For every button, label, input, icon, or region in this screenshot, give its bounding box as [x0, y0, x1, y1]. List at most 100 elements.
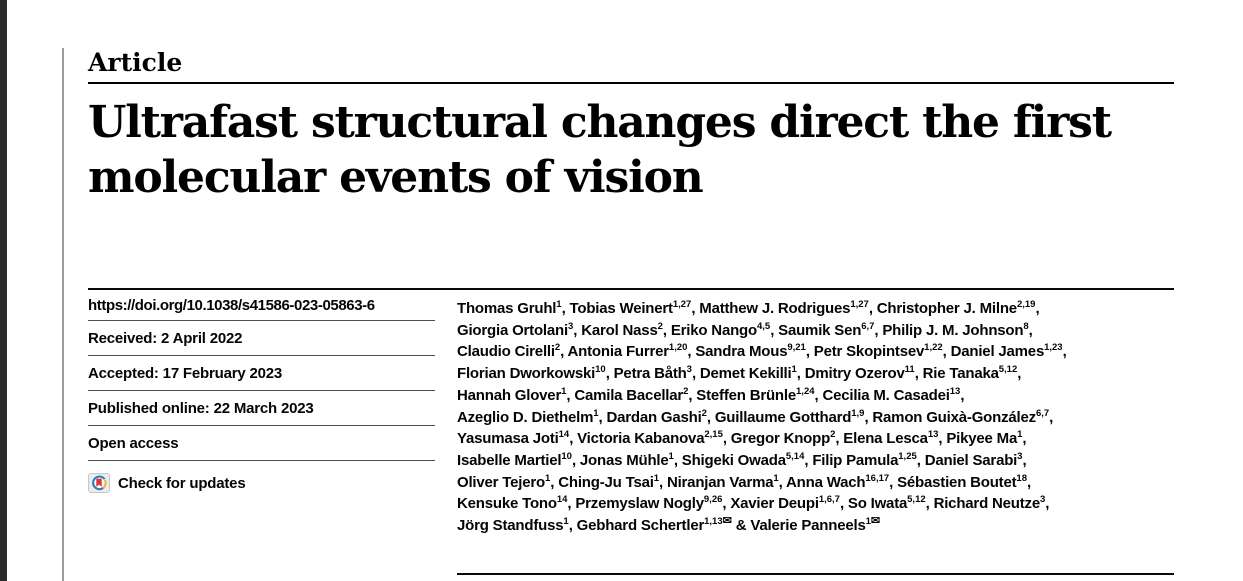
author-affiliation-superscript: 13: [927, 429, 939, 441]
author-affiliation-superscript: 2: [701, 407, 707, 419]
author-name: Pikyee Ma: [946, 430, 1018, 448]
title-line-2: molecular events of vision: [88, 152, 704, 203]
author-affiliation-superscript: 13: [949, 385, 961, 397]
author-affiliation-superscript: 9,21: [787, 342, 806, 354]
author-name: Karol Nass: [581, 321, 658, 339]
author-name: Steffen Brünle: [696, 386, 797, 404]
author-affiliation-superscript: 1,6,7: [818, 494, 840, 506]
vertical-divider-rule: [62, 48, 64, 581]
author-name: Jonas Mühle: [579, 451, 669, 469]
author-affiliation-superscript: 3: [567, 320, 574, 332]
author-affiliation-superscript: 14: [558, 429, 570, 441]
author-name: Richard Neutze: [933, 495, 1041, 513]
email-icon[interactable]: ✉: [722, 515, 732, 528]
author-affiliation-superscript: 9,26: [703, 494, 723, 506]
kicker-rule: [88, 82, 1174, 84]
author-name: Anna Wach: [786, 473, 866, 491]
author-name: Eriko Nango: [670, 321, 757, 339]
author-name: Rie Tanaka: [922, 365, 999, 383]
left-edge-bar: [0, 0, 7, 581]
author-affiliation-superscript: 1: [791, 364, 797, 376]
author-name: Azeglio D. Diethelm: [457, 408, 594, 426]
author-name: Daniel James: [950, 343, 1045, 361]
author-name: Camila Bacellar: [574, 386, 684, 404]
author-affiliation-superscript: 2: [830, 429, 836, 441]
author-line: Kensuke Tono14, Przemyslaw Nogly9,26, Xa…: [457, 494, 1050, 513]
author-list: Thomas Gruhl1, Tobias Weinert1,27, Matth…: [457, 290, 1174, 575]
author-affiliation-superscript: 6,7: [861, 320, 875, 332]
author-name: Claudio Cirelli: [457, 343, 555, 361]
author-affiliation-superscript: 4,5: [756, 320, 771, 332]
author-affiliation-superscript: 1: [653, 472, 659, 484]
check-for-updates-label: Check for updates: [118, 474, 246, 492]
author-affiliation-superscript: 16,17: [865, 472, 890, 484]
article-kicker: Article: [88, 48, 183, 77]
author-name: Valerie Panneels: [750, 517, 866, 535]
author-name: Sandra Mous: [695, 343, 788, 361]
author-affiliation-superscript: 1: [865, 516, 871, 528]
author-name: Demet Kekilli: [699, 365, 792, 383]
author-affiliation-superscript: 1: [561, 385, 567, 397]
author-affiliation-superscript: 1: [668, 450, 674, 462]
author-affiliation-superscript: 6,7: [1035, 407, 1050, 419]
author-affiliation-superscript: 1,27: [850, 299, 869, 310]
author-name: Jörg Standfuss: [457, 517, 564, 535]
author-line: Florian Dworkowski10, Petra Båth3, Demet…: [457, 364, 1022, 383]
author-name: Elena Lesca: [843, 430, 928, 448]
author-line: Thomas Gruhl1, Tobias Weinert1,27, Matth…: [457, 299, 1040, 317]
author-line: Claudio Cirelli2, Antonia Furrer1,20, Sa…: [457, 342, 1067, 361]
author-name: Filip Pamula: [812, 451, 899, 469]
author-affiliation-superscript: 1: [1017, 429, 1023, 441]
author-name: Gebhard Schertler: [576, 517, 705, 535]
author-affiliation-superscript: 3: [686, 364, 692, 376]
page-title: Ultrafast structural changes direct the …: [88, 95, 1174, 205]
author-affiliation-superscript: 10: [561, 450, 572, 462]
email-icon[interactable]: ✉: [870, 515, 881, 528]
metadata-panel: https://doi.org/10.1038/s41586-023-05863…: [88, 290, 435, 575]
author-affiliation-superscript: 1,27: [672, 299, 692, 310]
author-affiliation-superscript: 1,25: [898, 450, 917, 462]
author-name: Hannah Glover: [457, 386, 562, 404]
author-affiliation-superscript: 2,19: [1016, 299, 1036, 310]
author-affiliation-superscript: 14: [556, 494, 568, 506]
author-affiliation-superscript: 1,23: [1044, 342, 1063, 354]
author-affiliation-superscript: 1,20: [668, 342, 688, 354]
published-date: Published online: 22 March 2023: [88, 391, 435, 426]
author-affiliation-superscript: 2: [657, 320, 663, 332]
author-affiliation-superscript: 1: [545, 472, 551, 484]
doi-link[interactable]: https://doi.org/10.1038/s41586-023-05863…: [88, 290, 435, 321]
author-affiliation-superscript: 1: [556, 299, 562, 310]
accepted-date: Accepted: 17 February 2023: [88, 356, 435, 391]
author-affiliation-superscript: 3: [1039, 494, 1046, 506]
check-for-updates-button[interactable]: Check for updates: [88, 461, 435, 501]
author-name: Dardan Gashi: [606, 408, 702, 426]
author-name: Antonia Furrer: [567, 343, 670, 361]
author-name: Philip J. M. Johnson: [882, 321, 1024, 339]
article-info-section: https://doi.org/10.1038/s41586-023-05863…: [88, 288, 1174, 575]
author-affiliation-superscript: 2: [683, 385, 689, 397]
author-line: Oliver Tejero1, Ching-Ju Tsai1, Niranjan…: [457, 472, 1031, 491]
author-name: Petra Båth: [613, 365, 687, 383]
author-name: Gregor Knopp: [730, 430, 831, 448]
author-affiliation-superscript: 1,24: [796, 385, 815, 397]
author-name: Giorgia Ortolani: [457, 321, 568, 339]
author-line: Yasumasa Joti14, Victoria Kabanova2,15, …: [457, 429, 1027, 448]
author-line: Isabelle Martiel10, Jonas Mühle1, Shigek…: [457, 450, 1027, 469]
author-name: Yasumasa Joti: [457, 430, 559, 448]
open-access-label: Open access: [88, 426, 435, 461]
author-affiliation-superscript: 3: [1017, 450, 1023, 462]
author-affiliation-superscript: 11: [904, 364, 915, 376]
author-name: Cecilia M. Casadei: [822, 386, 950, 404]
author-name: Saumik Sen: [778, 321, 862, 339]
author-affiliation-superscript: 1,22: [924, 342, 943, 354]
author-name: Oliver Tejero: [457, 473, 545, 491]
author-affiliation-superscript: 2: [554, 342, 561, 354]
author-name: Shigeki Owada: [681, 451, 786, 469]
author-affiliation-superscript: 1: [563, 516, 569, 528]
author-affiliation-superscript: 8: [1023, 320, 1029, 332]
author-name: Dmitry Ozerov: [804, 365, 905, 383]
author-name: Kensuke Tono: [457, 495, 557, 513]
author-name: Daniel Sarabi: [924, 451, 1018, 469]
author-affiliation-superscript: 10: [595, 364, 606, 376]
